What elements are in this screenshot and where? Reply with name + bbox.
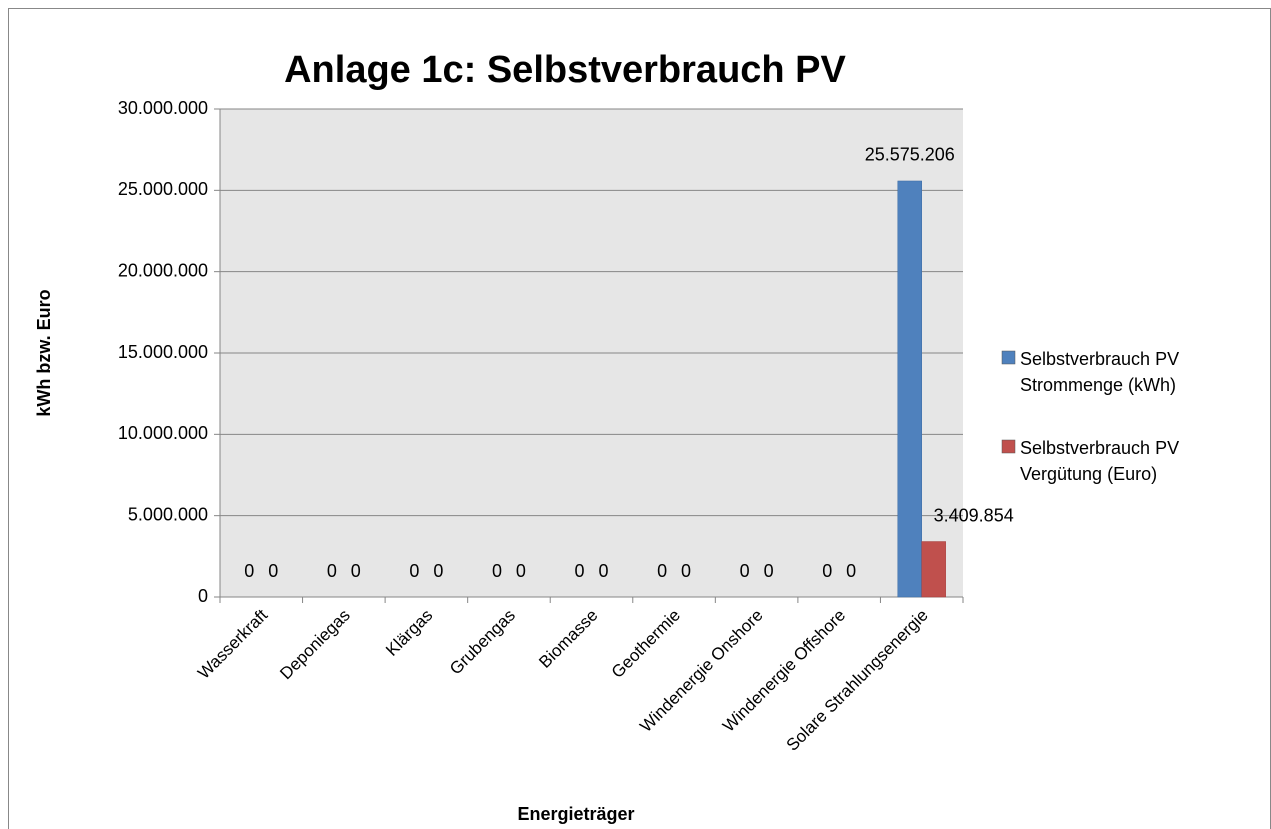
data-label: 0: [327, 561, 337, 581]
data-label: 0: [764, 561, 774, 581]
bar: [921, 541, 946, 598]
x-axis-title: Energieträger: [517, 804, 634, 824]
bar: [897, 180, 922, 598]
legend-swatch: [1001, 350, 1016, 365]
y-tick-label: 15.000.000: [118, 342, 208, 362]
y-axis-title: kWh bzw. Euro: [34, 289, 54, 416]
chart-title: Anlage 1c: Selbstverbrauch PV: [284, 49, 846, 91]
legend-label: Selbstverbrauch PV Strommenge (kWh): [1020, 349, 1180, 395]
data-label: 0: [433, 561, 443, 581]
data-label: 0: [657, 561, 667, 581]
data-label: 0: [516, 561, 526, 581]
data-label: 0: [268, 561, 278, 581]
data-label: 0: [351, 561, 361, 581]
y-tick-label: 30.000.000: [118, 98, 208, 118]
data-label: 0: [740, 561, 750, 581]
legend-swatch: [1001, 439, 1016, 454]
data-label: 25.575.206: [865, 145, 955, 165]
y-tick-label: 5.000.000: [128, 504, 208, 524]
data-label: 0: [492, 561, 502, 581]
y-tick-label: 10.000.000: [118, 423, 208, 443]
data-label: 0: [575, 561, 585, 581]
data-label: 3.409.854: [934, 505, 1014, 525]
data-label: 0: [409, 561, 419, 581]
data-label: 0: [822, 561, 832, 581]
data-label: 0: [598, 561, 608, 581]
y-tick-label: 20.000.000: [118, 260, 208, 280]
data-label: 0: [244, 561, 254, 581]
y-tick-label: 25.000.000: [118, 179, 208, 199]
y-tick-label: 0: [198, 586, 208, 606]
data-label: 0: [846, 561, 856, 581]
data-label: 0: [681, 561, 691, 581]
legend-label: Selbstverbrauch PV Vergütung (Euro): [1020, 438, 1180, 484]
